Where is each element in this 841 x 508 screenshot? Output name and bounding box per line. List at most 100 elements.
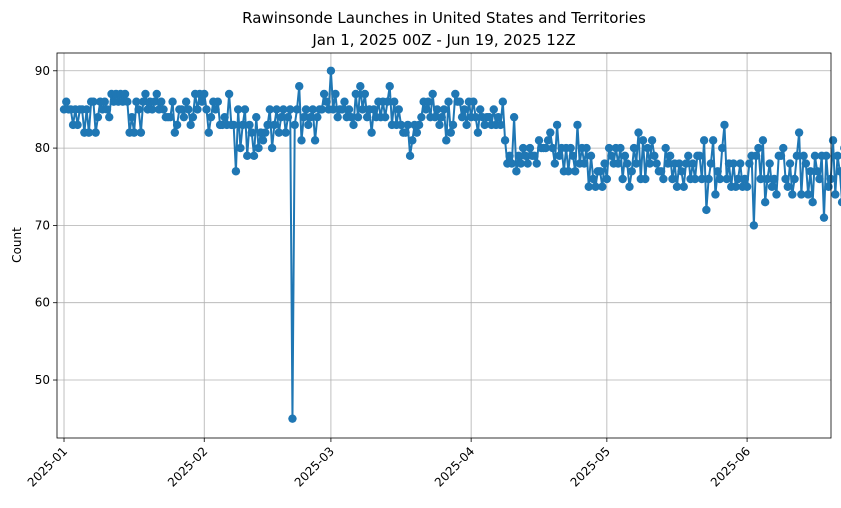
data-point xyxy=(181,97,191,106)
data-point xyxy=(613,159,623,168)
data-point xyxy=(806,167,815,176)
data-point xyxy=(292,105,302,114)
data-point xyxy=(722,174,731,184)
data-point xyxy=(668,174,677,184)
data-point xyxy=(718,143,727,153)
data-point xyxy=(785,159,795,168)
data-point xyxy=(301,105,311,114)
data-point xyxy=(288,414,297,423)
data-point xyxy=(123,97,132,106)
data-point xyxy=(333,112,342,122)
data-point xyxy=(408,136,417,145)
data-point xyxy=(360,89,370,99)
data-point xyxy=(580,159,589,168)
chart-title: Rawinsonde Launches in United States and… xyxy=(242,9,646,49)
data-point xyxy=(231,167,241,176)
data-point xyxy=(711,190,720,199)
data-point xyxy=(532,159,541,168)
data-point xyxy=(523,159,532,168)
data-point xyxy=(690,174,700,184)
data-point xyxy=(555,151,564,161)
data-point xyxy=(629,143,639,153)
data-point xyxy=(148,105,157,114)
data-point xyxy=(308,105,318,114)
data-point xyxy=(749,221,759,230)
data-point xyxy=(179,112,189,122)
y-tick-label: 80 xyxy=(35,141,50,155)
data-point xyxy=(552,120,562,130)
data-point xyxy=(313,112,322,122)
data-point xyxy=(729,159,738,168)
data-point xyxy=(401,128,410,137)
data-point xyxy=(448,120,458,130)
data-point xyxy=(383,97,392,106)
x-tick-label: 2025-01 xyxy=(25,444,70,489)
data-point xyxy=(663,159,673,168)
data-point xyxy=(512,167,521,176)
data-point xyxy=(496,120,505,130)
data-point xyxy=(756,174,765,184)
data-point xyxy=(758,136,768,145)
data-point xyxy=(699,136,709,145)
data-point xyxy=(129,128,139,137)
data-point xyxy=(672,182,682,191)
data-point xyxy=(62,97,71,106)
x-tick-label: 2025-03 xyxy=(292,444,337,489)
data-point xyxy=(715,174,725,184)
x-axis-ticks: 2025-01 2025-02 2025-03 2025-04 2025-05 2025-… xyxy=(25,438,753,490)
data-point xyxy=(736,159,745,168)
data-point xyxy=(263,120,272,130)
y-axis-label: Count xyxy=(10,227,24,263)
data-point xyxy=(570,167,580,176)
data-point xyxy=(815,174,824,184)
plot-frame xyxy=(56,52,832,439)
data-point xyxy=(120,89,130,99)
data-point xyxy=(141,89,150,99)
data-point xyxy=(751,151,761,161)
data-point xyxy=(494,112,503,122)
data-point xyxy=(423,97,433,106)
data-point xyxy=(770,174,779,184)
data-point xyxy=(647,136,657,145)
data-point xyxy=(102,105,112,114)
data-point xyxy=(600,159,609,168)
data-point xyxy=(281,128,290,137)
data-point xyxy=(634,128,643,137)
grid-lines xyxy=(57,53,831,438)
data-point xyxy=(362,112,372,122)
data-point xyxy=(89,97,98,106)
data-point xyxy=(602,174,612,184)
data-point xyxy=(344,105,354,114)
data-point xyxy=(460,105,469,114)
data-point xyxy=(767,182,777,191)
data-point xyxy=(340,97,349,106)
data-point xyxy=(573,120,582,130)
data-point xyxy=(665,151,675,161)
data-point xyxy=(220,112,229,122)
data-point xyxy=(236,143,245,153)
data-point xyxy=(763,174,772,184)
data-point xyxy=(643,143,652,153)
series-points-layer xyxy=(59,66,841,423)
data-point xyxy=(380,112,390,122)
data-point xyxy=(159,105,168,114)
data-point xyxy=(349,120,358,130)
data-point xyxy=(742,182,752,191)
data-point xyxy=(706,159,716,168)
data-point xyxy=(679,182,688,191)
data-point xyxy=(505,151,514,161)
data-point xyxy=(790,174,799,184)
data-point xyxy=(331,89,340,99)
data-point xyxy=(184,105,193,114)
data-point xyxy=(127,112,137,122)
x-tick-label: 2025-04 xyxy=(432,444,477,489)
data-point xyxy=(702,205,711,215)
data-point xyxy=(781,174,790,184)
data-point xyxy=(138,97,148,106)
data-point xyxy=(788,190,797,199)
data-point xyxy=(322,97,331,106)
data-point xyxy=(471,112,480,122)
data-point xyxy=(518,143,528,153)
data-point xyxy=(659,174,668,184)
